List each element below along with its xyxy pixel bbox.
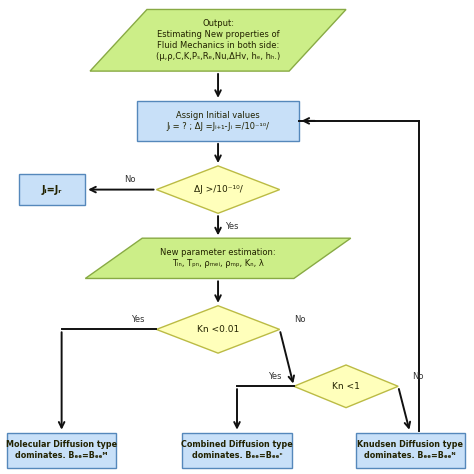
- Text: Yes: Yes: [225, 222, 238, 231]
- Text: Kn <0.01: Kn <0.01: [197, 325, 239, 334]
- Text: No: No: [412, 372, 424, 381]
- Text: No: No: [125, 175, 136, 184]
- FancyBboxPatch shape: [137, 101, 299, 141]
- Polygon shape: [156, 166, 280, 213]
- Text: Combined Diffusion type
dominates. Bₑₑ=Bₑₑᶜ: Combined Diffusion type dominates. Bₑₑ=B…: [181, 440, 293, 460]
- Polygon shape: [294, 365, 398, 408]
- Text: Assign Initial values
Jᵢ = ? ; ΔJ =Jᵢ₊₁-Jᵢ =/10⁻¹⁰/: Assign Initial values Jᵢ = ? ; ΔJ =Jᵢ₊₁-…: [166, 111, 270, 131]
- Text: Knudsen Diffusion type
dominates. Bₑₑ=Bₑₑᴺ: Knudsen Diffusion type dominates. Bₑₑ=Bₑ…: [357, 440, 463, 460]
- Text: Yes: Yes: [131, 315, 144, 324]
- FancyBboxPatch shape: [182, 432, 292, 468]
- Polygon shape: [156, 306, 280, 353]
- Text: Molecular Diffusion type
dominates. Bₑₑ=Bₑₑᴹ: Molecular Diffusion type dominates. Bₑₑ=…: [6, 440, 117, 460]
- Text: Kn <1: Kn <1: [332, 382, 360, 391]
- FancyBboxPatch shape: [7, 432, 116, 468]
- Text: Jᵢ=Jᵣ: Jᵢ=Jᵣ: [42, 184, 62, 195]
- Text: Output:
Estimating New properties of
Fluid Mechanics in both side:
(μ,ρ,C,K,Pₛ,R: Output: Estimating New properties of Flu…: [156, 19, 280, 62]
- Text: Yes: Yes: [268, 372, 282, 381]
- FancyBboxPatch shape: [356, 432, 465, 468]
- Polygon shape: [90, 9, 346, 71]
- Polygon shape: [85, 238, 351, 279]
- Text: New parameter estimation:
Tᵢₙ, Tₚₙ, ρₘₑᵢ, ρₘₚ, Kₙ, λ: New parameter estimation: Tᵢₙ, Tₚₙ, ρₘₑᵢ…: [160, 248, 276, 268]
- Text: ΔJ >/10⁻¹⁰/: ΔJ >/10⁻¹⁰/: [194, 185, 242, 194]
- Text: No: No: [294, 315, 305, 324]
- FancyBboxPatch shape: [19, 174, 85, 205]
